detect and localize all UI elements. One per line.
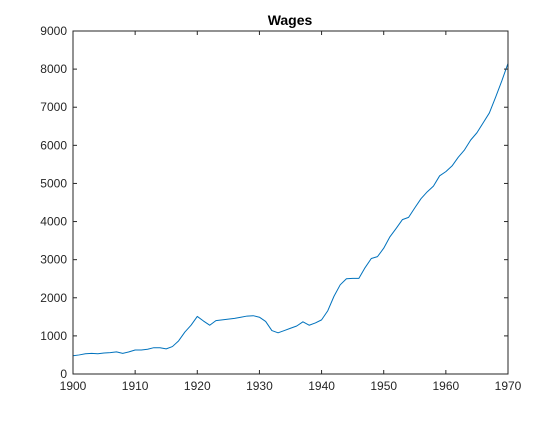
chart-title: Wages [268, 12, 313, 28]
y-tick-label: 4000 [40, 215, 67, 229]
y-tick-label: 3000 [40, 253, 67, 267]
x-tick-label: 1970 [495, 379, 522, 393]
y-tick-label: 8000 [40, 62, 67, 76]
x-tick-label: 1920 [184, 379, 211, 393]
y-tick-label: 7000 [40, 100, 67, 114]
x-tick-label: 1910 [122, 379, 149, 393]
y-tick-label: 6000 [40, 138, 67, 152]
x-tick-label: 1940 [308, 379, 335, 393]
x-tick-label: 1950 [370, 379, 397, 393]
y-tick-label: 5000 [40, 176, 67, 190]
x-tick-label: 1930 [246, 379, 273, 393]
plot-area [73, 31, 508, 374]
y-tick-label: 2000 [40, 291, 67, 305]
axes-box [72, 30, 509, 375]
y-tick-label: 9000 [40, 24, 67, 38]
y-tick-label: 1000 [40, 329, 67, 343]
series-line-0 [72, 63, 509, 357]
y-tick-label: 0 [60, 367, 67, 381]
x-tick-label: 1900 [60, 379, 87, 393]
x-tick-label: 1960 [433, 379, 460, 393]
